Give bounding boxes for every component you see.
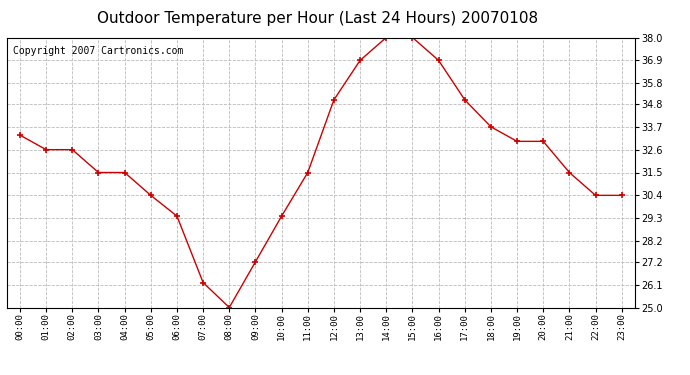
Text: Copyright 2007 Cartronics.com: Copyright 2007 Cartronics.com [13,46,184,56]
Text: Outdoor Temperature per Hour (Last 24 Hours) 20070108: Outdoor Temperature per Hour (Last 24 Ho… [97,11,538,26]
